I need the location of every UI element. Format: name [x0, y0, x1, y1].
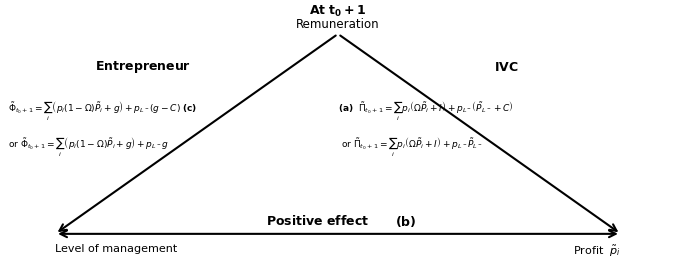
- Text: Remuneration: Remuneration: [296, 18, 380, 31]
- Text: or $\tilde{\Phi}_{t_0+1} = \sum_i \left(p_i(1-\Omega)\tilde{P}_i + g\right)+ p_{: or $\tilde{\Phi}_{t_0+1} = \sum_i \left(…: [8, 135, 169, 159]
- Text: Level of management: Level of management: [55, 244, 178, 254]
- Text: $\mathbf{Entrepreneur}$: $\mathbf{Entrepreneur}$: [95, 59, 191, 75]
- Text: $\mathbf{(a)}$  $\tilde{\Pi}_{t_0+1} = \sum_i p_i\left(\Omega\tilde{P}_i + I\rig: $\mathbf{(a)}$ $\tilde{\Pi}_{t_0+1} = \s…: [338, 99, 514, 123]
- Text: $\mathbf{Positive\ effect}$: $\mathbf{Positive\ effect}$: [266, 214, 370, 228]
- Text: $\mathbf{(b)}$: $\mathbf{(b)}$: [395, 214, 416, 228]
- Text: Profit  $\tilde{p}_i$: Profit $\tilde{p}_i$: [573, 244, 621, 259]
- Text: $\tilde{\Phi}_{t_0+1} = \sum_i \left(p_i(1-\Omega)\tilde{P}_i + g\right)+ p_{L^-: $\tilde{\Phi}_{t_0+1} = \sum_i \left(p_i…: [8, 99, 197, 123]
- Text: $\mathbf{At\ t_0+1}$: $\mathbf{At\ t_0+1}$: [309, 3, 367, 19]
- Text: $\mathbf{IVC}$: $\mathbf{IVC}$: [494, 61, 518, 74]
- Text: or $\tilde{\Pi}_{t_0+1} = \sum_i p_i\left(\Omega\tilde{P}_i + I\right)+ p_{L^-}\: or $\tilde{\Pi}_{t_0+1} = \sum_i p_i\lef…: [341, 135, 483, 159]
